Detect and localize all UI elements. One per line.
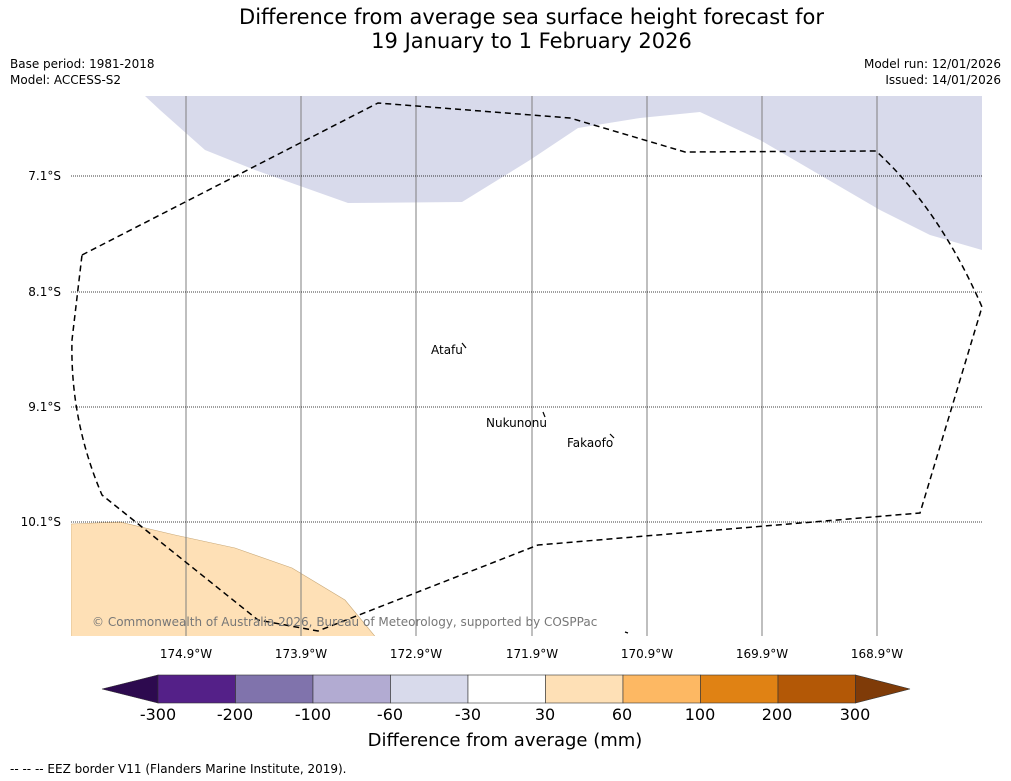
copyright-notice: © Commonwealth of Australia 2026, Bureau… xyxy=(92,615,598,629)
eez-border xyxy=(71,102,983,632)
colorbar-swatch xyxy=(545,674,624,704)
meta-right: Model run: 12/01/2026 Issued: 14/01/2026 xyxy=(864,56,1001,88)
colorbar-swatch xyxy=(622,674,701,704)
lon-label: 171.9°W xyxy=(505,647,559,661)
positive-anomaly-region xyxy=(71,521,376,636)
nukunonu-island xyxy=(542,411,546,418)
lon-label: 168.9°W xyxy=(850,647,904,661)
colorbar-tick: -60 xyxy=(376,705,404,724)
title-line-1: Difference from average sea surface heig… xyxy=(239,5,824,29)
negative-anomaly-region xyxy=(145,96,982,250)
colorbar-swatch xyxy=(467,674,546,704)
colorbar-tick: 30 xyxy=(534,705,556,724)
place-fakaofo: Fakaofo xyxy=(567,436,614,450)
colorbar-swatch xyxy=(312,674,391,704)
lon-label: 173.9°W xyxy=(274,647,328,661)
small-islet xyxy=(624,631,629,634)
colorbar-tick: 200 xyxy=(761,705,793,724)
colorbar-tick: 100 xyxy=(684,705,716,724)
colorbar-swatch xyxy=(777,674,856,704)
lon-label: 172.9°W xyxy=(389,647,443,661)
colorbar-extend-low xyxy=(101,674,159,704)
lat-label: 9.1°S xyxy=(28,400,61,414)
model-run: Model run: 12/01/2026 xyxy=(863,57,1001,71)
latitude-grid xyxy=(71,175,982,523)
lat-label: 8.1°S xyxy=(28,285,61,299)
colorbar-tick: -30 xyxy=(454,705,482,724)
lat-label: 7.1°S xyxy=(28,169,61,183)
longitude-grid xyxy=(185,96,878,636)
colorbar-swatch xyxy=(390,674,469,704)
colorbar-swatch xyxy=(700,674,779,704)
colorbar-swatch xyxy=(157,674,236,704)
lon-label: 170.9°W xyxy=(620,647,674,661)
colorbar-tick: -100 xyxy=(294,705,332,724)
colorbar-title: Difference from average (mm) xyxy=(367,730,643,751)
chart-title: Difference from average sea surface heig… xyxy=(0,5,1011,53)
title-line-2: 19 January to 1 February 2026 xyxy=(371,29,692,53)
colorbar-tick: 300 xyxy=(839,705,871,724)
lon-label: 174.9°W xyxy=(159,647,213,661)
footer-legend: -- -- -- EEZ border V11 (Flanders Marine… xyxy=(10,762,347,776)
base-period: Base period: 1981-2018 xyxy=(10,57,155,71)
colorbar-tick: -300 xyxy=(139,705,177,724)
fakaofo-island xyxy=(609,433,615,439)
issued-date: Issued: 14/01/2026 xyxy=(885,73,1001,87)
atafu-island xyxy=(461,342,467,349)
place-nukunonu: Nukunonu xyxy=(486,416,547,430)
colorbar xyxy=(101,674,911,704)
lat-label: 10.1°S xyxy=(20,515,61,529)
colorbar-tick: -200 xyxy=(216,705,254,724)
colorbar-tick: 60 xyxy=(611,705,633,724)
model-name: Model: ACCESS-S2 xyxy=(10,73,122,87)
colorbar-extend-high xyxy=(855,674,911,704)
lon-label: 169.9°W xyxy=(735,647,789,661)
meta-left: Base period: 1981-2018 Model: ACCESS-S2 xyxy=(10,56,155,88)
colorbar-swatch xyxy=(235,674,314,704)
place-atafu: Atafu xyxy=(431,343,463,357)
